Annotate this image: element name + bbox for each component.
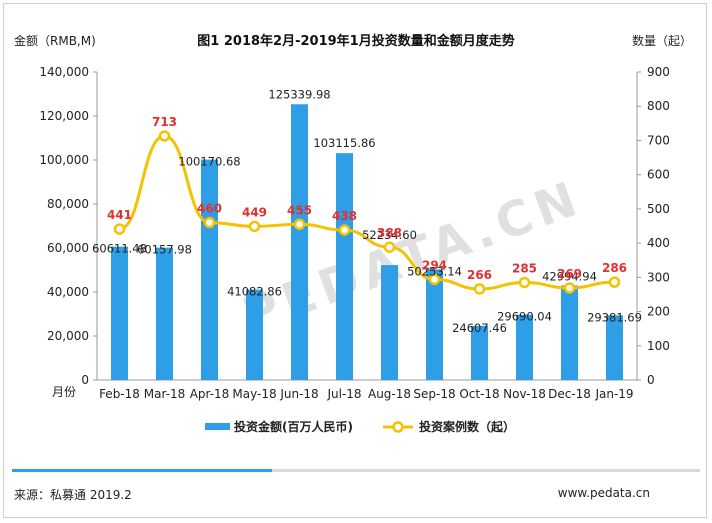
bar: [291, 104, 308, 380]
line-point: [203, 216, 216, 229]
line-point: [158, 130, 171, 142]
y-left-tick-label: 140,000: [39, 65, 89, 79]
y-left-tick-label: 80,000: [47, 197, 89, 211]
bar: [426, 269, 443, 380]
line-point: [608, 276, 621, 288]
bar-value-label: 41082.86: [227, 285, 282, 299]
x-tick-label: Oct-18: [459, 387, 499, 401]
x-tick-label: Aug-18: [368, 387, 411, 401]
chart-title: 图1 2018年2月-2019年1月投资数量和金额月度走势: [197, 33, 514, 49]
line-value-label: 455: [287, 203, 312, 217]
footer-divider: [12, 469, 700, 472]
bar: [561, 285, 578, 380]
x-tick-label: Apr-18: [190, 387, 230, 401]
x-tick-label: Dec-18: [548, 387, 591, 401]
y-right-tick-label: 700: [647, 133, 670, 147]
bar: [201, 159, 218, 380]
line-value-label: 388: [377, 226, 402, 240]
bar-value-label: 24607.46: [452, 321, 507, 335]
line-point: [563, 282, 576, 294]
line-point: [473, 283, 486, 295]
x-tick-label: Feb-18: [99, 387, 140, 401]
x-tick-label: Sep-18: [413, 387, 455, 401]
y-right-tick-label: 300: [647, 270, 670, 284]
x-tick-label: Jan-19: [594, 387, 633, 401]
y-axis-right-label: 数量（起）: [632, 33, 692, 48]
x-axis-label: 月份: [52, 385, 76, 399]
bar-value-label: 103115.86: [313, 136, 375, 150]
legend-line-label: 投资案例数（起）: [419, 419, 515, 434]
y-right-tick-label: 100: [647, 339, 670, 353]
x-tick-label: Jun-18: [279, 387, 318, 401]
y-left-tick-label: 60,000: [47, 241, 89, 255]
bar: [156, 247, 173, 380]
bar-value-label: 50253.14: [407, 264, 462, 278]
x-tick-label: Nov-18: [503, 387, 546, 401]
website-url: www.pedata.cn: [557, 486, 650, 500]
line-value-label: 449: [242, 205, 267, 219]
x-tick-label: May-18: [232, 387, 276, 401]
y-left-tick-label: 20,000: [47, 329, 89, 343]
y-left-tick-label: 100,000: [39, 153, 89, 167]
bar-value-label: 60611.48: [92, 242, 147, 256]
line-point: [518, 276, 531, 289]
line-value-label: 294: [422, 258, 447, 272]
bar-value-label: 29381.69: [587, 310, 642, 324]
bar: [111, 246, 128, 380]
line-value-label: 713: [152, 115, 177, 129]
line-value-label: 266: [467, 268, 492, 282]
line-value-label: 460: [197, 202, 222, 216]
bar: [381, 265, 398, 380]
line-point: [113, 223, 126, 235]
y-right-tick-label: 0: [647, 373, 655, 387]
bar-value-label: 52234.60: [362, 228, 417, 242]
line-value-label: 285: [512, 261, 537, 275]
bar-value-label: 42994.94: [542, 269, 597, 283]
line-value-label: 438: [332, 209, 357, 223]
line-point: [248, 220, 261, 233]
legend-line-marker: [392, 421, 404, 433]
legend-bar-label: 投资金额(百万人民币): [234, 419, 353, 434]
y-right-tick-label: 400: [647, 236, 670, 250]
y-right-tick-label: 500: [647, 202, 670, 216]
x-tick-label: Jul-18: [326, 387, 361, 401]
bar: [246, 289, 263, 380]
line-point: [338, 224, 351, 236]
y-right-tick-label: 900: [647, 65, 670, 79]
bar-value-label: 125339.98: [268, 87, 330, 101]
y-left-tick-label: 0: [81, 373, 89, 387]
footer-divider-accent: [12, 469, 272, 472]
source-note: 来源：私募通 2019.2: [14, 488, 132, 502]
line-point: [383, 241, 396, 253]
bar: [516, 314, 533, 380]
line-point: [293, 218, 306, 231]
chart-frame: [3, 3, 707, 518]
y-left-tick-label: 40,000: [47, 285, 89, 299]
y-left-tick-label: 120,000: [39, 109, 89, 123]
line-point: [428, 273, 441, 286]
y-axis-left-label: 金额（RMB,M): [14, 33, 96, 48]
bar-value-label: 100170.68: [178, 155, 240, 169]
bar-value-label: 60157.98: [137, 243, 192, 257]
bar: [471, 325, 488, 380]
line-value-label: 441: [107, 208, 132, 222]
y-right-tick-label: 600: [647, 168, 670, 182]
bar: [606, 315, 623, 380]
y-right-tick-label: 200: [647, 305, 670, 319]
bar: [336, 153, 353, 380]
line-value-label: 286: [602, 261, 627, 275]
y-right-tick-label: 800: [647, 99, 670, 113]
legend-bar-swatch: [205, 423, 230, 430]
line-value-label: 269: [557, 267, 582, 281]
bar-value-label: 29690.04: [497, 310, 552, 324]
x-tick-label: Mar-18: [144, 387, 185, 401]
